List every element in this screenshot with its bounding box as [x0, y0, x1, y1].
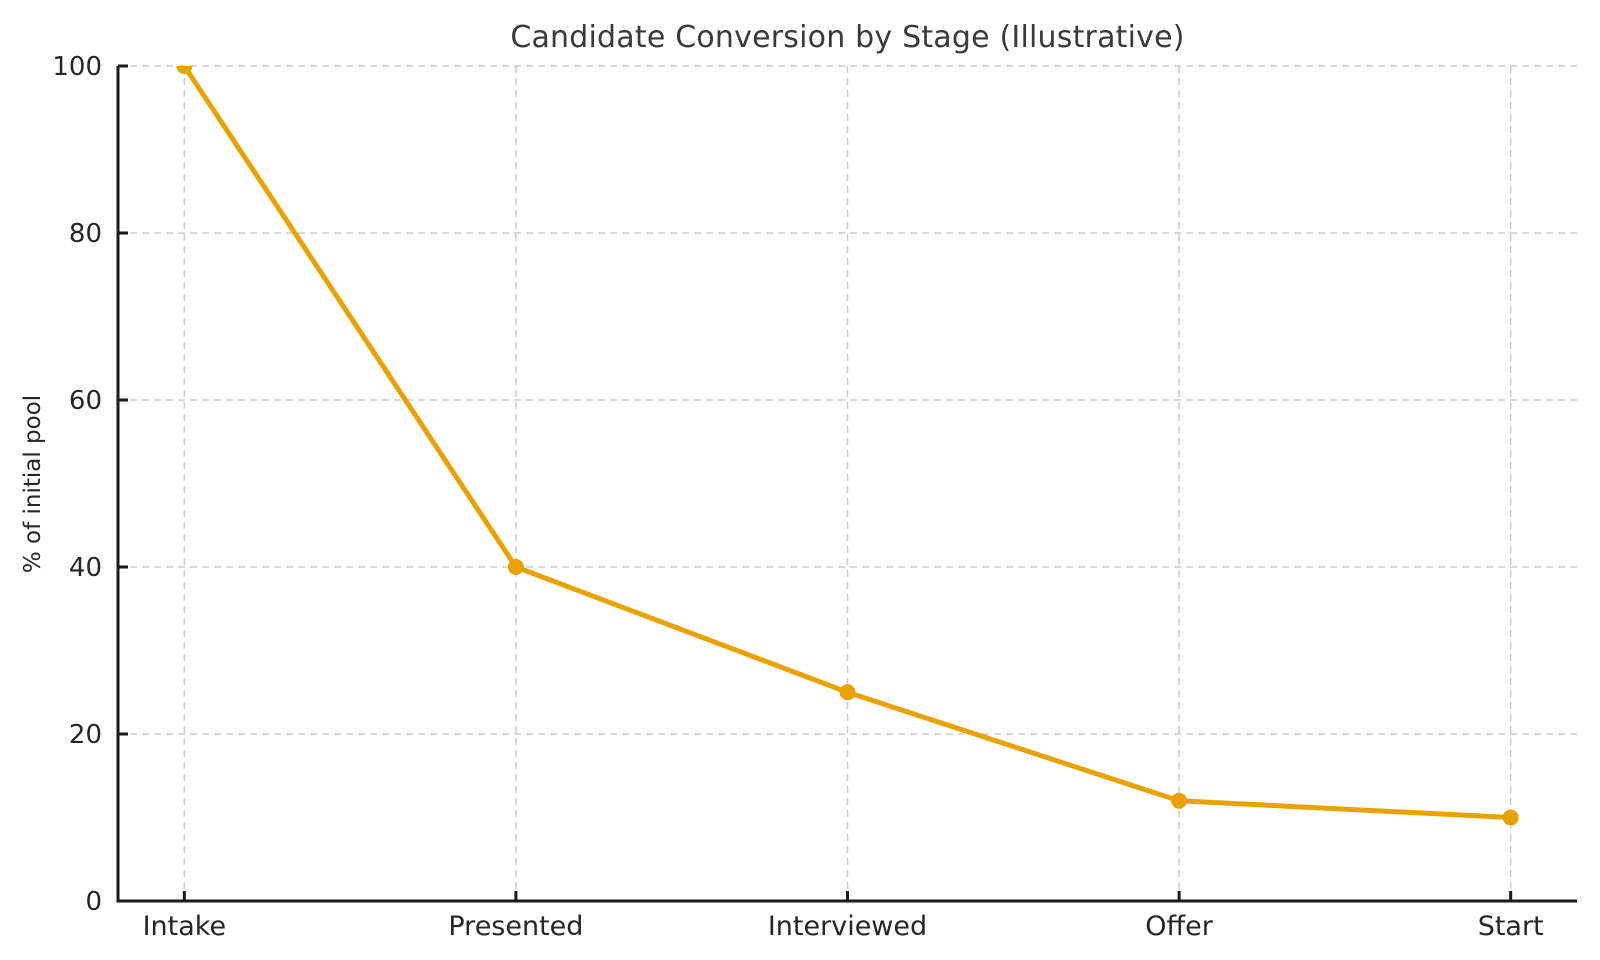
- y-tick-label-100: 100: [52, 52, 102, 82]
- data-point-presented: [507, 559, 524, 575]
- data-point-intake: [176, 66, 193, 74]
- x-tick-label-start: Start: [1478, 911, 1544, 942]
- x-tick-label-interviewed: Interviewed: [768, 911, 927, 942]
- data-point-start: [1502, 809, 1519, 826]
- x-tick-label-offer: Offer: [1145, 911, 1213, 942]
- y-tick-label-80: 80: [69, 219, 102, 249]
- x-tick-label-presented: Presented: [448, 911, 583, 942]
- data-point-interviewed: [839, 684, 856, 701]
- data-point-offer: [1171, 792, 1188, 809]
- y-tick-label-20: 20: [69, 720, 102, 750]
- x-tick-label-intake: Intake: [143, 911, 227, 942]
- y-tick-label-60: 60: [69, 386, 102, 416]
- y-tick-label-40: 40: [69, 553, 102, 583]
- y-tick-label-0: 0: [85, 887, 102, 917]
- chart-title: Candidate Conversion by Stage (Illustrat…: [510, 20, 1185, 55]
